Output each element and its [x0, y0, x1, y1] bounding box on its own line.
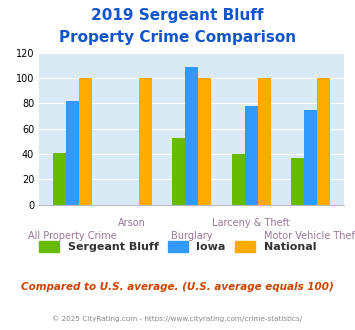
- Text: Motor Vehicle Theft: Motor Vehicle Theft: [263, 231, 355, 241]
- Text: Property Crime Comparison: Property Crime Comparison: [59, 30, 296, 45]
- Bar: [53, 153, 66, 205]
- Bar: [185, 67, 198, 205]
- Bar: [198, 78, 211, 205]
- Bar: [304, 110, 317, 205]
- Bar: [291, 158, 304, 205]
- Text: All Property Crime: All Property Crime: [28, 231, 117, 241]
- Bar: [66, 101, 79, 205]
- Bar: [317, 78, 331, 205]
- Bar: [231, 154, 245, 205]
- Bar: [172, 138, 185, 205]
- Bar: [79, 78, 92, 205]
- Bar: [245, 106, 258, 205]
- Text: Arson: Arson: [118, 218, 146, 228]
- Text: Compared to U.S. average. (U.S. average equals 100): Compared to U.S. average. (U.S. average …: [21, 282, 334, 292]
- Text: Larceny & Theft: Larceny & Theft: [212, 218, 290, 228]
- Bar: [139, 78, 152, 205]
- Text: © 2025 CityRating.com - https://www.cityrating.com/crime-statistics/: © 2025 CityRating.com - https://www.city…: [53, 315, 302, 322]
- Text: 2019 Sergeant Bluff: 2019 Sergeant Bluff: [91, 8, 264, 23]
- Text: Burglary: Burglary: [171, 231, 212, 241]
- Legend: Sergeant Bluff, Iowa, National: Sergeant Bluff, Iowa, National: [34, 237, 321, 256]
- Bar: [258, 78, 271, 205]
